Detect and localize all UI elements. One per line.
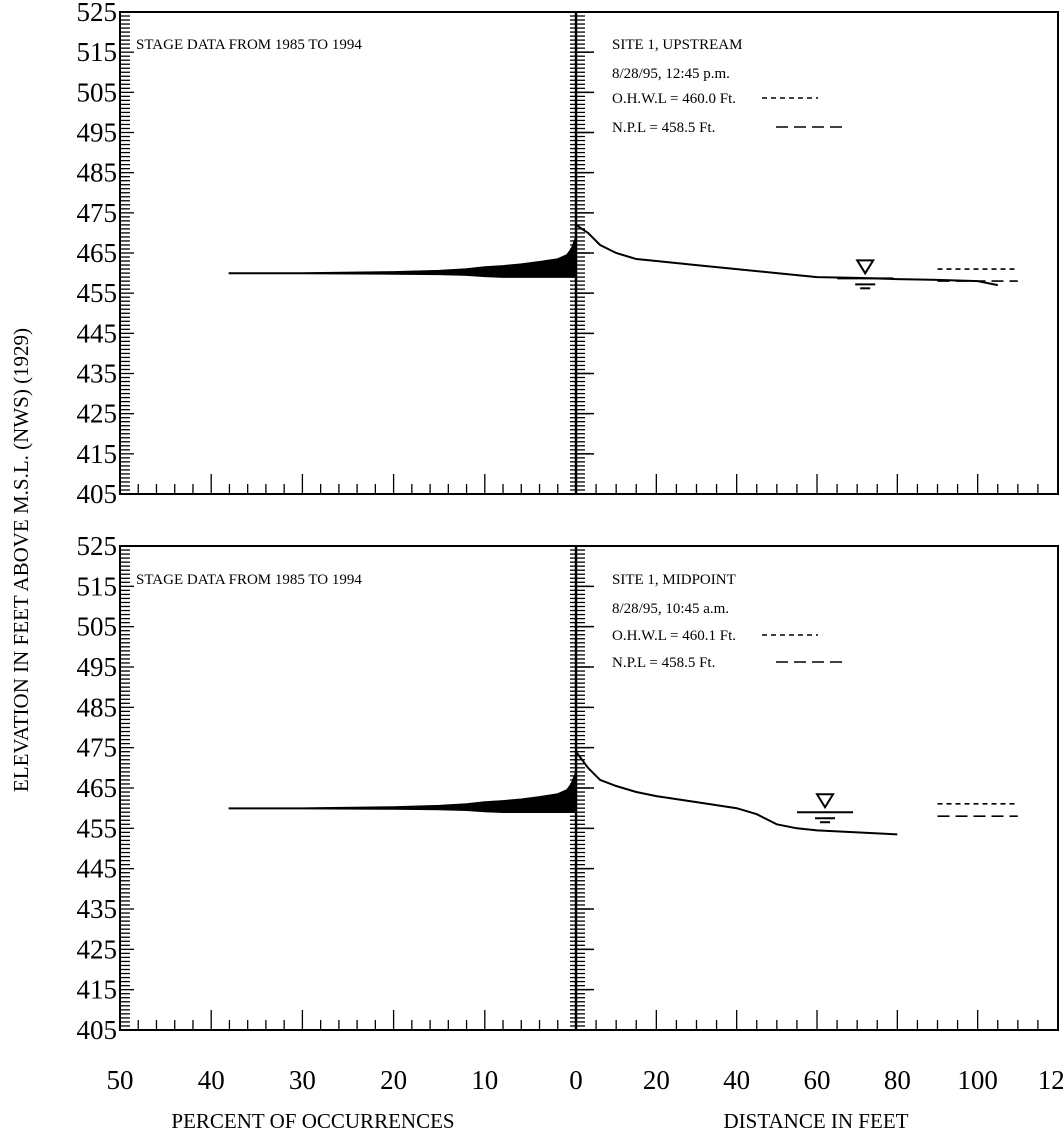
- x-tick-label: 50: [107, 1065, 134, 1095]
- tick-marks: [120, 546, 1058, 1030]
- y-tick-label: 405: [77, 1015, 118, 1045]
- y-tick-label: 435: [77, 359, 118, 389]
- site-label: SITE 1, MIDPOINT: [612, 572, 736, 588]
- x-tick-label: 40: [723, 1065, 750, 1095]
- datetime-label: 8/28/95, 12:45 p.m.: [612, 66, 730, 82]
- y-tick-label: 425: [77, 934, 118, 964]
- y-tick-label: 425: [77, 399, 118, 429]
- y-tick-label: 435: [77, 894, 118, 924]
- y-tick-label: 515: [77, 37, 118, 67]
- x-tick-label: 40: [198, 1065, 225, 1095]
- plot-area: [229, 752, 1017, 835]
- y-tick-label: 505: [77, 612, 118, 642]
- y-tick-label: 505: [77, 77, 118, 107]
- stage-duration-band: [229, 237, 576, 277]
- y-tick-label: 455: [77, 278, 118, 308]
- x-tick-label: 20: [643, 1065, 670, 1095]
- y-tick-label: 445: [77, 854, 118, 884]
- y-tick-label: 475: [77, 733, 118, 763]
- stage-note: STAGE DATA FROM 1985 TO 1994: [136, 572, 362, 588]
- y-axis-title: ELEVATION IN FEET ABOVE M.S.L. (NWS) (19…: [9, 328, 33, 792]
- y-tick-label: 485: [77, 692, 118, 722]
- x-tick-label: 0: [569, 1065, 583, 1095]
- x-tick-label: 100: [957, 1065, 998, 1095]
- npl-label: N.P.L = 458.5 Ft.: [612, 120, 715, 136]
- y-tick-label: 465: [77, 773, 118, 803]
- y-tick-label: 495: [77, 118, 118, 148]
- y-tick-label: 525: [77, 531, 118, 561]
- stage-note: STAGE DATA FROM 1985 TO 1994: [136, 37, 362, 53]
- y-tick-label: 495: [77, 652, 118, 682]
- tick-marks: [120, 12, 1058, 494]
- site-label: SITE 1, UPSTREAM: [612, 37, 742, 53]
- ohwl-label: O.H.W.L = 460.0 Ft.: [612, 91, 736, 107]
- panel-midpoint: 525515505495485475465455445435425415405 …: [77, 531, 1059, 1045]
- y-tick-labels: 525 515 505 495 485 475 465 455 445 435 425 415 405: [77, 0, 118, 509]
- stage-duration-band: [229, 772, 576, 812]
- x-tick-label: 120: [1038, 1065, 1063, 1095]
- x-tick-label: 30: [289, 1065, 316, 1095]
- x-tick-label: 60: [804, 1065, 831, 1095]
- y-tick-label: 455: [77, 813, 118, 843]
- ground-profile-line: [576, 225, 998, 285]
- y-tick-labels: 525 515 505 495 485 475 465 455 445 435 425 415 405: [77, 531, 118, 1045]
- ground-profile-line: [576, 752, 897, 835]
- x-tick-label: 80: [884, 1065, 911, 1095]
- y-tick-label: 485: [77, 158, 118, 188]
- x-tick-label: 10: [471, 1065, 498, 1095]
- plot-area: [229, 225, 1017, 288]
- y-tick-label: 475: [77, 198, 118, 228]
- y-tick-label: 415: [77, 439, 118, 469]
- y-tick-label: 445: [77, 318, 118, 348]
- y-tick-label: 405: [77, 479, 118, 509]
- y-tick-label: 415: [77, 975, 118, 1005]
- y-tick-label: 525: [77, 0, 118, 27]
- datetime-label: 8/28/95, 10:45 a.m.: [612, 601, 729, 617]
- water-surface-marker: [817, 794, 833, 807]
- panel-upstream: 525515505495485475465455445435425415405 …: [77, 0, 1059, 509]
- ohwl-label: O.H.W.L = 460.1 Ft.: [612, 628, 736, 644]
- x-tick-labels: 5040302010020406080100120: [107, 1065, 1063, 1095]
- y-tick-label: 515: [77, 571, 118, 601]
- y-tick-label: 465: [77, 238, 118, 268]
- npl-label: N.P.L = 458.5 Ft.: [612, 655, 715, 671]
- left-x-axis-title: PERCENT OF OCCURRENCES: [171, 1109, 454, 1133]
- right-x-axis-title: DISTANCE IN FEET: [724, 1109, 909, 1133]
- water-surface-marker: [857, 260, 873, 273]
- x-tick-label: 20: [380, 1065, 407, 1095]
